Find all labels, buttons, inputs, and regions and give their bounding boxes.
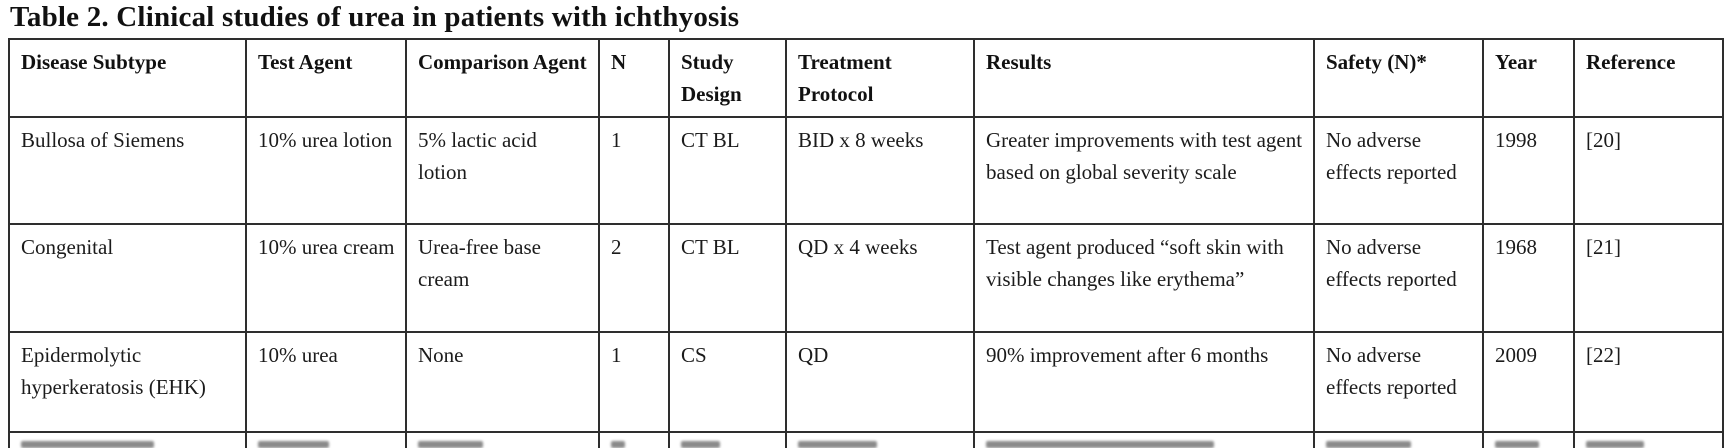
clipped-cell bbox=[785, 431, 975, 448]
cell-treatment-protocol: QD bbox=[785, 331, 975, 433]
clinical-studies-table: Disease Subtype Test Agent Comparison Ag… bbox=[8, 38, 1724, 448]
clipped-text-fragment bbox=[986, 441, 1215, 448]
column-header-n: N bbox=[598, 38, 670, 118]
cell-reference: [21] bbox=[1573, 223, 1724, 333]
cell-safety: No adverse effects reported bbox=[1313, 116, 1484, 225]
cell-study-design: CT BL bbox=[668, 223, 787, 333]
clipped-cell bbox=[8, 431, 247, 448]
column-header-disease-subtype: Disease Subtype bbox=[8, 38, 247, 118]
column-header-test-agent: Test Agent bbox=[245, 38, 407, 118]
cell-n: 1 bbox=[598, 331, 670, 433]
cell-n: 1 bbox=[598, 116, 670, 225]
clipped-cell bbox=[668, 431, 787, 448]
cell-study-design: CS bbox=[668, 331, 787, 433]
clipped-cell bbox=[1573, 431, 1724, 448]
cell-year: 1968 bbox=[1482, 223, 1575, 333]
column-header-comparison-agent: Comparison Agent bbox=[405, 38, 600, 118]
column-header-year: Year bbox=[1482, 38, 1575, 118]
clipped-cell bbox=[973, 431, 1315, 448]
table-title: Table 2. Clinical studies of urea in pat… bbox=[10, 1, 740, 33]
clipped-cell bbox=[1482, 431, 1575, 448]
clipped-text-fragment bbox=[1326, 441, 1411, 448]
column-header-treatment-protocol: Treatment Protocol bbox=[785, 38, 975, 118]
clipped-cell bbox=[245, 431, 407, 448]
clipped-text-fragment bbox=[1586, 441, 1644, 448]
cell-reference: [22] bbox=[1573, 331, 1724, 433]
table-header-row: Disease Subtype Test Agent Comparison Ag… bbox=[8, 38, 1724, 118]
clipped-text-fragment bbox=[21, 441, 154, 448]
cell-results: Test agent produced “soft skin with visi… bbox=[973, 223, 1315, 333]
cell-test-agent: 10% urea lotion bbox=[245, 116, 407, 225]
cell-study-design: CT BL bbox=[668, 116, 787, 225]
clipped-cell bbox=[598, 431, 670, 448]
cell-year: 2009 bbox=[1482, 331, 1575, 433]
cell-disease-subtype: Epidermolytic hyperkeratosis (EHK) bbox=[8, 331, 247, 433]
cell-results: 90% improvement after 6 months bbox=[973, 331, 1315, 433]
cell-comparison-agent: Urea-free base cream bbox=[405, 223, 600, 333]
cell-comparison-agent: 5% lactic acid lotion bbox=[405, 116, 600, 225]
cell-year: 1998 bbox=[1482, 116, 1575, 225]
cell-disease-subtype: Bullosa of Siemens bbox=[8, 116, 247, 225]
clipped-text-fragment bbox=[258, 441, 330, 448]
table-row: Epidermolytic hyperkeratosis (EHK) 10% u… bbox=[8, 331, 1724, 433]
column-header-study-design: Study Design bbox=[668, 38, 787, 118]
cell-treatment-protocol: QD x 4 weeks bbox=[785, 223, 975, 333]
clipped-table-row bbox=[8, 431, 1724, 448]
cell-treatment-protocol: BID x 8 weeks bbox=[785, 116, 975, 225]
table-row: Congenital 10% urea cream Urea-free base… bbox=[8, 223, 1724, 333]
clipped-text-fragment bbox=[1495, 441, 1539, 448]
cell-safety: No adverse effects reported bbox=[1313, 331, 1484, 433]
column-header-reference: Reference bbox=[1573, 38, 1724, 118]
column-header-safety: Safety (N)* bbox=[1313, 38, 1484, 118]
column-header-results: Results bbox=[973, 38, 1315, 118]
clipped-text-fragment bbox=[418, 441, 483, 448]
cell-safety: No adverse effects reported bbox=[1313, 223, 1484, 333]
cell-reference: [20] bbox=[1573, 116, 1724, 225]
cell-results: Greater improvements with test agent bas… bbox=[973, 116, 1315, 225]
cell-comparison-agent: None bbox=[405, 331, 600, 433]
cell-test-agent: 10% urea bbox=[245, 331, 407, 433]
cell-n: 2 bbox=[598, 223, 670, 333]
cell-disease-subtype: Congenital bbox=[8, 223, 247, 333]
clipped-text-fragment bbox=[798, 441, 878, 448]
cell-test-agent: 10% urea cream bbox=[245, 223, 407, 333]
clipped-text-fragment bbox=[611, 441, 626, 448]
clipped-text-fragment bbox=[681, 441, 721, 448]
clipped-cell bbox=[1313, 431, 1484, 448]
table-row: Bullosa of Siemens 10% urea lotion 5% la… bbox=[8, 116, 1724, 225]
clipped-cell bbox=[405, 431, 600, 448]
